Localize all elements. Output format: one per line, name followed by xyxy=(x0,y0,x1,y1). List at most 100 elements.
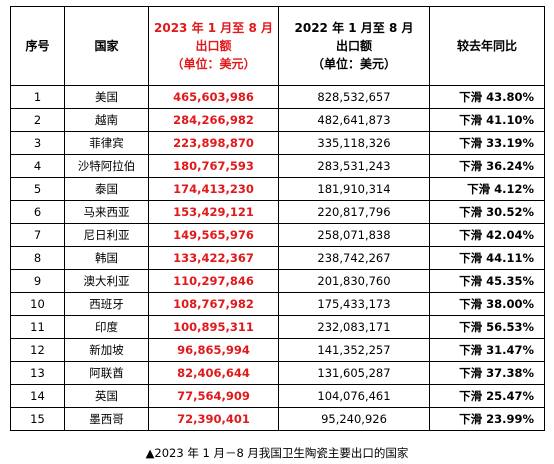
cell-value-2022: 283,531,243 xyxy=(278,154,430,178)
table-row: 3 菲律宾 223,898,870 335,118,326 下滑 33.19% xyxy=(10,131,545,155)
export-table: 序号 国家 2023 年 1 月至 8 月 出口额 （单位：美元） 2022 年… xyxy=(10,6,545,431)
cell-seq: 11 xyxy=(10,315,65,339)
table-row: 13 阿联酋 82,406,644 131,605,287 下滑 37.38% xyxy=(10,361,545,385)
cell-value-2022: 828,532,657 xyxy=(278,85,430,109)
header-2023-line2: 出口额 xyxy=(195,39,232,53)
cell-seq: 2 xyxy=(10,108,65,132)
cell-value-2023: 133,422,367 xyxy=(148,246,279,270)
cell-value-2022: 232,083,171 xyxy=(278,315,430,339)
cell-value-2023: 96,865,994 xyxy=(148,338,279,362)
cell-value-2023: 108,767,982 xyxy=(148,292,279,316)
cell-seq: 4 xyxy=(10,154,65,178)
cell-value-2023: 77,564,909 xyxy=(148,384,279,408)
cell-country: 印度 xyxy=(64,315,149,339)
cell-country: 墨西哥 xyxy=(64,407,149,431)
table-row: 5 泰国 174,413,230 181,910,314 下滑 4.12% xyxy=(10,177,545,201)
cell-change: 下滑 25.47% xyxy=(429,384,545,408)
cell-value-2022: 220,817,796 xyxy=(278,200,430,224)
table-row: 6 马来西亚 153,429,121 220,817,796 下滑 30.52% xyxy=(10,200,545,224)
cell-country: 英国 xyxy=(64,384,149,408)
table-row: 11 印度 100,895,311 232,083,171 下滑 56.53% xyxy=(10,315,545,339)
cell-seq: 10 xyxy=(10,292,65,316)
cell-seq: 3 xyxy=(10,131,65,155)
cell-country: 越南 xyxy=(64,108,149,132)
cell-country: 澳大利亚 xyxy=(64,269,149,293)
cell-seq: 14 xyxy=(10,384,65,408)
cell-country: 尼日利亚 xyxy=(64,223,149,247)
cell-value-2022: 201,830,760 xyxy=(278,269,430,293)
cell-value-2023: 110,297,846 xyxy=(148,269,279,293)
header-seq: 序号 xyxy=(10,6,65,86)
cell-country: 沙特阿拉伯 xyxy=(64,154,149,178)
table-row: 4 沙特阿拉伯 180,767,593 283,531,243 下滑 36.24% xyxy=(10,154,545,178)
cell-country: 韩国 xyxy=(64,246,149,270)
cell-value-2023: 149,565,976 xyxy=(148,223,279,247)
cell-change: 下滑 42.04% xyxy=(429,223,545,247)
table-row: 7 尼日利亚 149,565,976 258,071,838 下滑 42.04% xyxy=(10,223,545,247)
cell-seq: 15 xyxy=(10,407,65,431)
cell-value-2023: 223,898,870 xyxy=(148,131,279,155)
cell-value-2022: 104,076,461 xyxy=(278,384,430,408)
table-body: 1 美国 465,603,986 828,532,657 下滑 43.80% 2 越南 284… xyxy=(10,85,545,431)
header-2023-line1: 2023 年 1 月至 8 月 xyxy=(154,21,273,35)
table-row: 15 墨西哥 72,390,401 95,240,926 下滑 23.99% xyxy=(10,407,545,431)
cell-value-2023: 174,413,230 xyxy=(148,177,279,201)
header-change: 较去年同比 xyxy=(429,6,545,86)
header-2022-line3: （单位：美元） xyxy=(311,57,396,71)
cell-country: 阿联酋 xyxy=(64,361,149,385)
table-row: 14 英国 77,564,909 104,076,461 下滑 25.47% xyxy=(10,384,545,408)
cell-change: 下滑 45.35% xyxy=(429,269,545,293)
cell-change: 下滑 36.24% xyxy=(429,154,545,178)
cell-country: 新加坡 xyxy=(64,338,149,362)
cell-value-2023: 284,266,982 xyxy=(148,108,279,132)
header-2023-line3: （单位：美元） xyxy=(171,57,256,71)
table-row: 2 越南 284,266,982 482,641,873 下滑 41.10% xyxy=(10,108,545,132)
cell-change: 下滑 44.11% xyxy=(429,246,545,270)
header-2022-line2: 出口额 xyxy=(335,39,372,53)
cell-change: 下滑 37.38% xyxy=(429,361,545,385)
header-2022-line1: 2022 年 1 月至 8 月 xyxy=(294,21,414,35)
cell-seq: 12 xyxy=(10,338,65,362)
cell-value-2023: 153,429,121 xyxy=(148,200,279,224)
cell-seq: 7 xyxy=(10,223,65,247)
table-row: 8 韩国 133,422,367 238,742,267 下滑 44.11% xyxy=(10,246,545,270)
cell-value-2022: 131,605,287 xyxy=(278,361,430,385)
table-header-row: 序号 国家 2023 年 1 月至 8 月 出口额 （单位：美元） 2022 年… xyxy=(10,6,545,86)
cell-change: 下滑 23.99% xyxy=(429,407,545,431)
cell-country: 西班牙 xyxy=(64,292,149,316)
cell-country: 泰国 xyxy=(64,177,149,201)
header-2023: 2023 年 1 月至 8 月 出口额 （单位：美元） xyxy=(148,6,279,86)
cell-country: 马来西亚 xyxy=(64,200,149,224)
cell-value-2023: 100,895,311 xyxy=(148,315,279,339)
cell-value-2023: 180,767,593 xyxy=(148,154,279,178)
table-row: 9 澳大利亚 110,297,846 201,830,760 下滑 45.35% xyxy=(10,269,545,293)
cell-country: 菲律宾 xyxy=(64,131,149,155)
cell-value-2023: 465,603,986 xyxy=(148,85,279,109)
table-row: 10 西班牙 108,767,982 175,433,173 下滑 38.00% xyxy=(10,292,545,316)
cell-seq: 1 xyxy=(10,85,65,109)
cell-value-2022: 335,118,326 xyxy=(278,131,430,155)
cell-value-2022: 175,433,173 xyxy=(278,292,430,316)
cell-change: 下滑 56.53% xyxy=(429,315,545,339)
cell-value-2022: 482,641,873 xyxy=(278,108,430,132)
cell-seq: 6 xyxy=(10,200,65,224)
cell-change: 下滑 31.47% xyxy=(429,338,545,362)
cell-value-2022: 141,352,257 xyxy=(278,338,430,362)
cell-country: 美国 xyxy=(64,85,149,109)
cell-value-2022: 238,742,267 xyxy=(278,246,430,270)
cell-seq: 5 xyxy=(10,177,65,201)
cell-seq: 8 xyxy=(10,246,65,270)
cell-change: 下滑 4.12% xyxy=(429,177,545,201)
export-table-container: 序号 国家 2023 年 1 月至 8 月 出口额 （单位：美元） 2022 年… xyxy=(10,6,545,431)
cell-change: 下滑 30.52% xyxy=(429,200,545,224)
cell-seq: 9 xyxy=(10,269,65,293)
cell-value-2022: 181,910,314 xyxy=(278,177,430,201)
cell-value-2023: 72,390,401 xyxy=(148,407,279,431)
cell-change: 下滑 41.10% xyxy=(429,108,545,132)
header-country: 国家 xyxy=(64,6,149,86)
cell-change: 下滑 43.80% xyxy=(429,85,545,109)
cell-value-2023: 82,406,644 xyxy=(148,361,279,385)
table-row: 12 新加坡 96,865,994 141,352,257 下滑 31.47% xyxy=(10,338,545,362)
table-row: 1 美国 465,603,986 828,532,657 下滑 43.80% xyxy=(10,85,545,109)
table-caption: ▲2023 年 1 月－8 月我国卫生陶瓷主要出口的国家 xyxy=(145,446,409,460)
